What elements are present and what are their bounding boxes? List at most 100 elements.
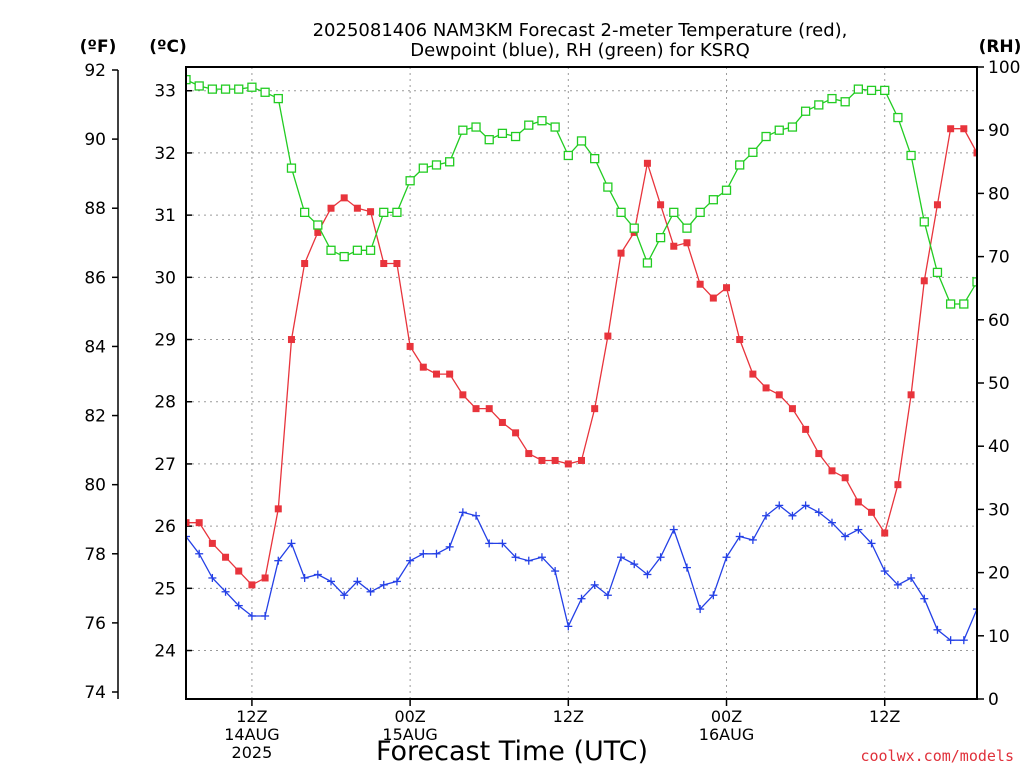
tick-label-rh: 10 (988, 627, 1010, 647)
rh-point (484, 135, 494, 145)
rh-point (800, 106, 811, 116)
series-line-2 (186, 79, 977, 305)
dewpoint-point (327, 577, 336, 586)
rh-point (445, 157, 455, 167)
rh-point (972, 277, 977, 287)
temp-point (683, 239, 691, 247)
rh-point (194, 81, 204, 91)
dewpoint-point (287, 539, 296, 548)
temp-point (947, 125, 955, 133)
tick-label-celsius: 27 (154, 455, 176, 475)
temp-point (380, 260, 388, 268)
rh-point (919, 217, 929, 227)
rh-point (379, 207, 389, 218)
rh-point (207, 84, 218, 94)
chart-title-line2: Dewpoint (blue), RH (green) for KSRQ (410, 40, 750, 61)
dewpoint-point (472, 511, 481, 520)
tick-label-celsius: 26 (154, 517, 176, 537)
left-unit-celsius: (ºC) (149, 37, 187, 57)
tick-label-x: 14AUG (224, 725, 279, 744)
tick-label-x: 00Z (711, 707, 742, 726)
rh-point (735, 160, 745, 170)
temp-point (933, 201, 941, 209)
dewpoint-point (590, 580, 599, 589)
dewpoint-point (392, 577, 401, 586)
rh-point (260, 87, 270, 97)
temp-point (248, 581, 256, 589)
temp-point (868, 508, 876, 516)
tick-label-rh: 90 (988, 121, 1010, 141)
rh-point (827, 93, 837, 104)
tick-label-rh: 40 (988, 437, 1010, 457)
temp-point (591, 405, 599, 413)
dewpoint-point (208, 573, 217, 582)
temp-point (973, 149, 977, 157)
series-group (186, 74, 977, 645)
chart-title-line1: 2025081406 NAM3KM Forecast 2-meter Tempe… (313, 20, 848, 41)
rh-point (497, 128, 508, 139)
dewpoint-point (827, 518, 836, 527)
dewpoint-point (735, 532, 744, 541)
dewpoint-point (788, 511, 797, 520)
temp-point (432, 370, 440, 378)
tick-label-fahrenheit: 84 (84, 337, 106, 357)
rh-point (458, 125, 468, 135)
grid-lines (186, 67, 977, 699)
tick-label-fahrenheit: 82 (84, 407, 106, 427)
rh-point (840, 97, 850, 107)
tick-label-fahrenheit: 88 (84, 199, 106, 219)
temp-point (881, 529, 889, 537)
rh-point (853, 84, 863, 94)
temp-point (643, 159, 651, 167)
temp-point (736, 336, 744, 344)
temp-point (604, 332, 612, 340)
tick-label-x: 16AUG (699, 725, 754, 744)
dewpoint-point (445, 542, 454, 551)
temp-point (828, 467, 836, 475)
dewpoint-point (379, 580, 388, 589)
temp-point (314, 228, 322, 236)
dewpoint-point (551, 567, 560, 576)
tick-label-rh: 100 (988, 58, 1020, 78)
dewpoint-point (973, 605, 977, 614)
temp-point (841, 474, 849, 482)
temp-point (367, 208, 375, 216)
dewpoint-point (485, 539, 494, 548)
temp-point (775, 391, 783, 399)
dewpoint-point (801, 501, 810, 510)
temp-point (709, 294, 717, 302)
tick-label-fahrenheit: 90 (84, 130, 106, 150)
tick-label-x: 00Z (394, 707, 425, 726)
axes: 24 25 26 27 28 29 30 31 32 33 74 76 78 80 82 84 86 88 90 92… (84, 58, 1020, 762)
dewpoint-point (656, 553, 665, 562)
tick-label-rh: 80 (988, 184, 1010, 204)
temp-point (327, 204, 335, 212)
rh-point (708, 195, 718, 205)
rh-point (590, 153, 600, 164)
temp-point (538, 456, 546, 464)
tick-label-rh: 20 (988, 564, 1010, 584)
rh-point (313, 220, 323, 230)
tick-label-x: 12Z (869, 707, 900, 726)
dewpoint-point (458, 508, 467, 517)
dewpoint-point (564, 622, 573, 631)
temp-point (498, 418, 506, 426)
tick-label-rh: 0 (988, 690, 999, 710)
rh-point (563, 150, 573, 161)
dewpoint-point (603, 591, 612, 600)
dewpoint-point (419, 549, 428, 558)
temp-point (340, 194, 348, 202)
temp-point (485, 405, 493, 413)
dewpoint-point (300, 573, 309, 582)
rh-point (932, 267, 943, 278)
tick-label-celsius: 28 (154, 393, 176, 413)
rh-point (431, 160, 442, 170)
tick-label-fahrenheit: 80 (84, 476, 106, 496)
temp-point (657, 201, 665, 209)
rh-point (761, 131, 771, 142)
temp-point (446, 370, 454, 378)
dewpoint-point (617, 553, 626, 562)
series-lines (186, 74, 977, 645)
temp-point (670, 242, 678, 250)
